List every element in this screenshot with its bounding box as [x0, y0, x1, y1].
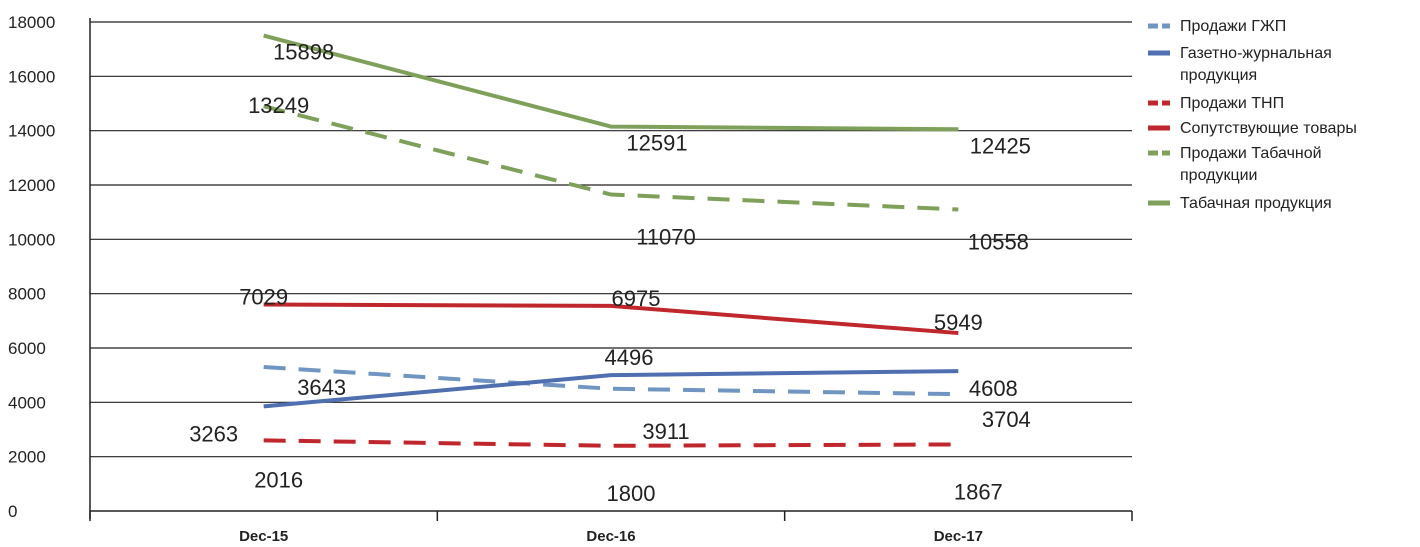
- x-tick-label: Dec-17: [934, 528, 983, 545]
- data-label: 12425: [970, 133, 1031, 158]
- y-tick-label: 12000: [8, 176, 55, 195]
- legend-label: Продажи ТНП: [1180, 95, 1284, 112]
- series-line: [263, 438, 959, 448]
- series-line: [263, 302, 959, 336]
- series-line: [263, 104, 959, 212]
- legend-label: Газетно-журнальная продукция: [1180, 45, 1332, 84]
- data-labels: 3643 3911 3704 3263 4496 4608 2016 1800 1867 7029…: [189, 40, 1031, 506]
- y-tick-label: 4000: [8, 393, 46, 412]
- y-tick-label: 2000: [8, 448, 46, 467]
- data-label: 11070: [636, 225, 696, 250]
- y-tick-label: 18000: [8, 13, 55, 32]
- series-line: [263, 33, 959, 132]
- data-label: 4496: [605, 345, 654, 370]
- grid-lines: [90, 21, 1132, 458]
- y-tick-label: 10000: [8, 230, 55, 249]
- data-label: 2016: [254, 467, 303, 492]
- series-lines: [263, 33, 959, 448]
- data-label: 3263: [189, 421, 238, 446]
- x-tick-labels: Dec-15 Dec-16 Dec-17: [239, 528, 983, 545]
- y-tick-label: 0: [8, 502, 17, 521]
- data-label: 3911: [642, 419, 689, 444]
- y-tick-label: 6000: [8, 339, 46, 358]
- y-tick-label: 8000: [8, 285, 46, 304]
- data-label: 3643: [297, 375, 346, 400]
- series-line: [263, 369, 959, 409]
- data-label: 1867: [954, 479, 1003, 504]
- legend-label: Продажи Табачной продукции: [1180, 145, 1322, 184]
- data-label: 7029: [239, 285, 288, 310]
- axes: [89, 18, 1133, 521]
- legend-label: Табачная продукция: [1180, 195, 1332, 212]
- series-line: [263, 365, 959, 397]
- y-tick-label: 16000: [8, 67, 55, 86]
- x-tick-label: Dec-15: [239, 528, 288, 545]
- legend-label: Сопутствующие товары: [1180, 120, 1357, 137]
- data-label: 4608: [969, 376, 1018, 401]
- y-tick-labels: 0 2000 4000 6000 8000 10000 12000 14000 16000 180…: [8, 13, 55, 521]
- legend-label: Продажи ГЖП: [1180, 18, 1286, 35]
- data-label: 5949: [934, 310, 983, 335]
- x-tick-label: Dec-16: [586, 528, 635, 545]
- data-label: 15898: [273, 40, 334, 65]
- y-tick-label: 14000: [8, 122, 55, 141]
- data-label: 13249: [248, 93, 309, 118]
- data-label: 1800: [607, 481, 656, 506]
- legend: Продажи ГЖП Газетно-журнальная продукция Пр…: [1148, 18, 1357, 212]
- data-label: 12591: [626, 131, 687, 156]
- data-label: 10558: [968, 229, 1029, 254]
- data-label: 3704: [982, 407, 1031, 432]
- data-label: 6975: [612, 286, 661, 311]
